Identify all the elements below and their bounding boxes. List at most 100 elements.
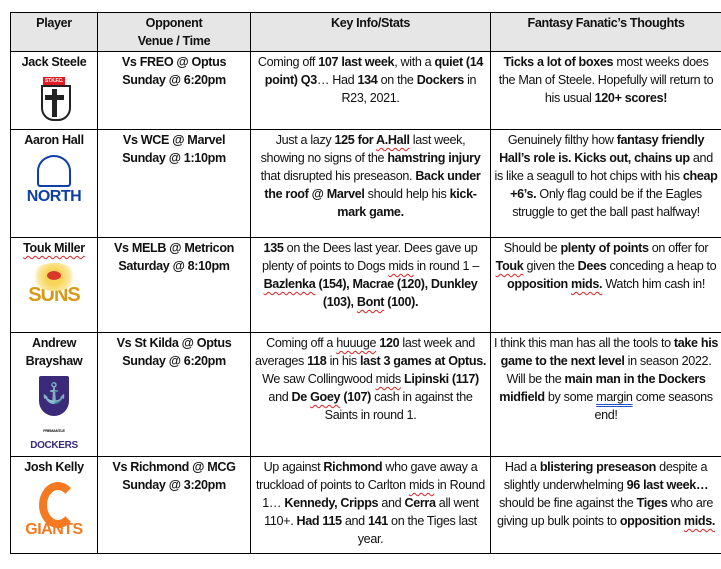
opponent-cell: Vs WCE @ Marvel Sunday @ 1:10pm <box>97 129 251 238</box>
text-segment: opposition <box>619 514 684 528</box>
table-row: Jack Steele ST.K.F.C. Vs FREO @ Optus Sunda… <box>10 51 721 130</box>
text-segment: by some <box>544 390 597 404</box>
cross-horizontal <box>45 95 64 100</box>
text-segment: cheap +6’s. <box>510 169 718 201</box>
table-row: Andrew Brayshaw ⚓ FREMANTLE DOCKERS Vs St Ki… <box>10 332 721 457</box>
text-segment: , with a <box>394 55 435 69</box>
player-name: Touk Miller <box>23 241 85 255</box>
text-segment: despite a slightly underwhelming <box>503 460 708 492</box>
text-segment: De <box>291 390 311 404</box>
fantasy-table: Player Opponent Venue / Time Key Info/Sta… <box>10 12 721 554</box>
opponent-venue: Vs FREO @ Optus <box>121 55 227 69</box>
g-shape <box>39 482 77 528</box>
table-row: Josh Kelly GIANTS Vs Richmond @ MCG Sunday … <box>10 456 721 554</box>
text-segment: on the <box>377 73 417 87</box>
thoughts-cell: Genuinely filthy how fantasy friendly Ha… <box>490 129 721 238</box>
text-segment: We saw Collingwood <box>262 372 376 386</box>
sun-icon <box>31 263 77 291</box>
text-segment: in round 1 – <box>413 259 480 273</box>
text-segment: who are giving up bulk points to <box>496 496 714 528</box>
text-segment: given the <box>523 259 578 273</box>
text-segment: mids <box>409 478 435 492</box>
opponent-cell: Vs St Kilda @ Optus Sunday @ 6:20pm <box>97 332 251 457</box>
thoughts-cell: Ticks a lot of boxes most weeks does the… <box>490 51 721 130</box>
opponent-cell: Vs FREO @ Optus Sunday @ 6:20pm <box>97 51 251 130</box>
game-time: Sunday @ 3:20pm <box>122 478 226 492</box>
text-segment: come seasons end! <box>594 390 713 422</box>
thoughts-cell: Should be plenty of points on offer for … <box>490 237 721 333</box>
text-segment: take his game to the next level <box>500 336 719 368</box>
text-segment: Up against <box>263 460 324 474</box>
logo-text: GIANTS <box>25 521 83 538</box>
text-segment: Goey <box>310 390 341 404</box>
text-segment: Had 115 <box>296 514 343 528</box>
text-segment: fantasy friendly Hall’s role is. Kicks o… <box>499 133 705 165</box>
header-stats: Key Info/Stats <box>250 12 491 52</box>
text-segment: should be fine against the <box>498 496 637 510</box>
text-segment: quiet (14 point) Q3 <box>264 55 484 87</box>
g-icon <box>37 482 77 528</box>
player-name: Aaron Hall <box>24 133 84 147</box>
text-segment: Cerra <box>404 496 436 510</box>
text-segment: Watch him cash in! <box>602 277 705 291</box>
text-segment: A.Hall <box>376 133 410 147</box>
cross-vertical <box>52 89 57 117</box>
text-segment: Genuinely filthy how <box>507 133 617 147</box>
text-segment: (154), Macrae (120), Dunkley (103), <box>315 277 478 309</box>
text-segment: blistering preseason <box>539 460 657 474</box>
text-segment: on offer for <box>648 241 709 255</box>
text-segment: and <box>268 390 292 404</box>
text-segment: last week and averages <box>254 336 475 368</box>
text-segment: 134 <box>357 73 378 87</box>
text-segment: Ticks a lot of boxes <box>503 55 614 69</box>
text-segment: opposition <box>507 277 572 291</box>
thoughts-cell: I think this man has all the tools to ta… <box>490 332 721 457</box>
text-segment: 120 <box>379 336 400 350</box>
table-row: Aaron Hall NORTH Vs WCE @ Marvel Sunday @ 1… <box>10 129 721 238</box>
header-opponent-line2: Venue / Time <box>137 34 211 48</box>
text-segment: on the Tiges last year. <box>357 514 477 546</box>
header-opponent: Opponent Venue / Time <box>97 12 251 52</box>
player-cell: Andrew Brayshaw ⚓ FREMANTLE DOCKERS <box>10 332 98 457</box>
text-segment: Only flag could be if the Eagles struggl… <box>512 187 702 219</box>
table-row: Touk Miller SUNS Vs MELB @ Metricon Saturda… <box>10 237 721 333</box>
logo-text: DOCKERS <box>30 440 78 451</box>
text-segment: Tiges <box>636 496 668 510</box>
text-segment: in season 2022. Will be the <box>506 354 712 386</box>
header-thoughts: Fantasy Fanatic’s Thoughts <box>490 12 721 52</box>
anchor-shield-icon: ⚓ <box>39 376 69 416</box>
text-segment: (100). <box>384 295 419 309</box>
logo-subtext: FREMANTLE <box>43 428 65 433</box>
player-cell: Josh Kelly GIANTS <box>10 456 98 554</box>
opponent-venue: Vs WCE @ Marvel <box>122 133 226 147</box>
kangaroo-icon <box>37 155 71 187</box>
suns-logo: SUNS <box>14 263 94 305</box>
header-player: Player <box>10 12 98 52</box>
text-segment: and <box>378 496 405 510</box>
text-segment: Lipinski (117) <box>403 372 479 386</box>
text-segment: 96 last week… <box>626 478 709 492</box>
text-segment: Bazlenka <box>263 277 316 291</box>
text-segment: on the Dees last year. Dees gave up plen… <box>261 241 478 273</box>
text-segment: last week, showing no signs of the <box>260 133 466 165</box>
header-row: Player Opponent Venue / Time Key Info/Sta… <box>10 12 721 52</box>
text-segment: most weeks does the Man of Steele. Hopef… <box>498 55 714 105</box>
text-segment: conceding a heap to <box>606 259 717 273</box>
text-segment: Touk <box>495 259 524 273</box>
header-opponent-line1: Opponent <box>145 16 203 30</box>
player-cell: Jack Steele ST.K.F.C. <box>10 51 98 130</box>
giants-logo: GIANTS <box>14 482 94 538</box>
text-segment: Kennedy, Cripps <box>284 496 379 510</box>
text-segment: mids. <box>571 277 603 291</box>
text-segment: last 3 games at Optus. <box>360 354 487 368</box>
text-segment: huuuge <box>336 336 377 350</box>
text-segment: Coming off a <box>266 336 337 350</box>
opponent-venue: Vs St Kilda @ Optus <box>116 336 232 350</box>
opponent-venue: Vs Richmond @ MCG <box>112 460 236 474</box>
text-segment: in Round 1… <box>262 478 485 510</box>
stats-cell: Just a lazy 125 for A.Hall last week, sh… <box>250 129 491 238</box>
text-segment: hamstring injury <box>387 151 481 165</box>
text-segment: … Had <box>316 73 358 87</box>
text-segment: mids <box>388 259 414 273</box>
text-segment: 135 <box>263 241 284 255</box>
